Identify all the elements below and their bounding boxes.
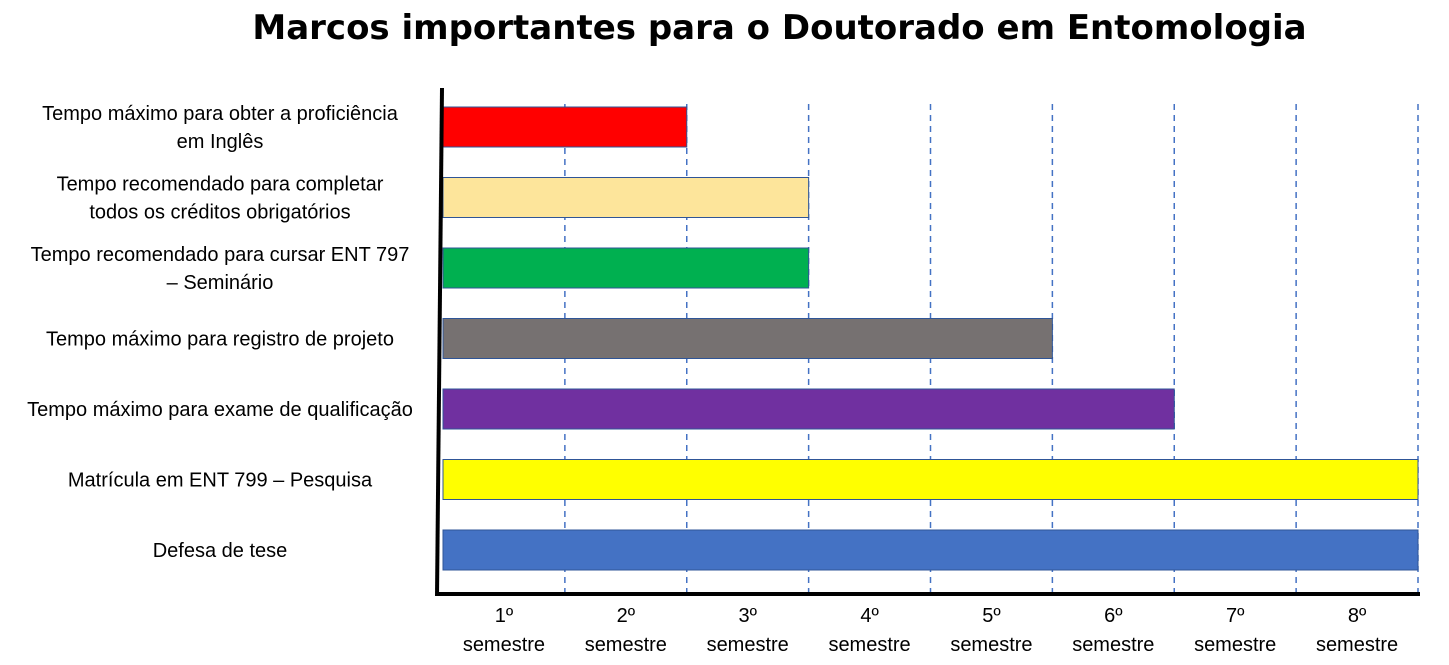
x-tick-line: 8º [1348, 605, 1367, 627]
x-tick-7: 7º semestre [1194, 605, 1276, 656]
x-tick-line: semestre [1194, 634, 1276, 656]
x-tick-3: 3º semestre [707, 605, 789, 656]
x-tick-line: semestre [585, 634, 667, 656]
x-tick-6: 6º semestre [1072, 605, 1154, 656]
x-tick-line: semestre [463, 634, 545, 656]
category-label-line: Tempo máximo para exame de qualificação [27, 399, 413, 421]
x-tick-5: 5º semestre [950, 605, 1032, 656]
x-tick-line: 4º [860, 605, 879, 627]
x-tick-line: 2º [617, 605, 636, 627]
x-tick-4: 4º semestre [828, 605, 910, 656]
x-tick-line: semestre [707, 634, 789, 656]
category-label-6: Matrícula em ENT 799 – Pesquisa [68, 470, 373, 492]
category-labels: Tempo máximo para obter a proficiência em… [27, 103, 413, 562]
bars [442, 106, 1419, 571]
x-tick-labels: 1º semestre 2º semestre 3º semestre 4º semestre… [463, 605, 1398, 656]
category-label-1: Tempo máximo para obter a proficiência em… [42, 103, 399, 153]
x-tick-line: semestre [950, 634, 1032, 656]
category-label-2: Tempo recomendado para completar todos os… [57, 174, 384, 224]
bar-5 [442, 388, 1175, 430]
x-tick-line: semestre [1072, 634, 1154, 656]
x-tick-line: 5º [982, 605, 1001, 627]
category-label-4: Tempo máximo para registro de projeto [46, 329, 394, 351]
category-label-line: Defesa de tese [153, 540, 288, 562]
category-label-line: Tempo máximo para registro de projeto [46, 329, 394, 351]
category-label-line: Tempo máximo para obter a proficiência [42, 103, 399, 125]
x-tick-8: 8º semestre [1316, 605, 1398, 656]
x-tick-line: 7º [1226, 605, 1245, 627]
x-tick-line: 1º [495, 605, 514, 627]
bar-4 [442, 318, 1053, 359]
category-label-line: em Inglês [177, 131, 264, 153]
category-label-line: Matrícula em ENT 799 – Pesquisa [68, 470, 373, 492]
category-label-5: Tempo máximo para exame de qualificação [27, 399, 413, 421]
x-tick-2: 2º semestre [585, 605, 667, 656]
category-label-line: Tempo recomendado para cursar ENT 797 [31, 244, 410, 266]
x-tick-line: semestre [1316, 634, 1398, 656]
bar-7 [442, 529, 1419, 571]
category-label-line: todos os créditos obrigatórios [89, 202, 350, 224]
axes [435, 87, 1420, 597]
category-label-line: – Seminário [167, 272, 274, 294]
category-label-7: Defesa de tese [153, 540, 288, 562]
bar-2 [442, 177, 810, 218]
bar-6 [442, 459, 1419, 500]
bar-1 [442, 106, 688, 148]
chart-title: Marcos importantes para o Doutorado em E… [252, 8, 1307, 48]
x-tick-line: 3º [738, 605, 757, 627]
x-tick-line: semestre [828, 634, 910, 656]
x-tick-1: 1º semestre [463, 605, 545, 656]
x-tick-line: 6º [1104, 605, 1123, 627]
bar-3 [442, 247, 810, 289]
y-axis [435, 87, 444, 597]
category-label-3: Tempo recomendado para cursar ENT 797 – S… [31, 244, 410, 294]
category-label-line: Tempo recomendado para completar [57, 174, 384, 196]
